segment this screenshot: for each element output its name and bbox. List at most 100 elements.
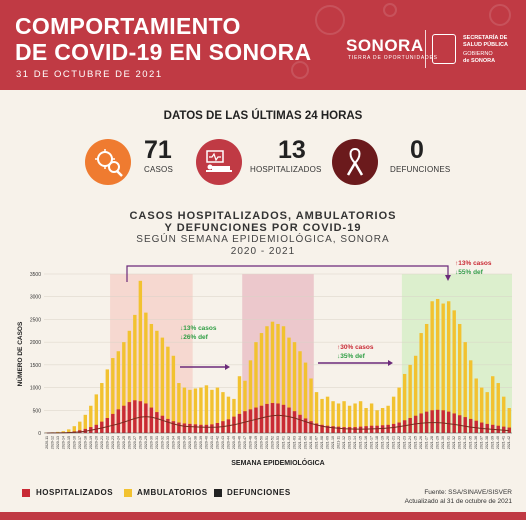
bar-hospitalizados <box>215 423 220 433</box>
y-tick-label: 2000 <box>30 340 41 346</box>
x-tick-label: 2020-29 <box>144 436 148 449</box>
bar-hospitalizados <box>325 425 330 433</box>
report-date: 31 DE OCTUBRE DE 2021 <box>16 69 163 80</box>
x-tick-label: 2020-20 <box>94 436 98 449</box>
annotation-1-line2: ↓26% def <box>180 334 209 341</box>
bar-ambulatorios <box>276 323 280 433</box>
bar-ambulatorios <box>287 337 291 433</box>
x-tick-label: 2021-24 <box>408 436 412 449</box>
bar-ambulatorios <box>138 280 143 433</box>
x-tick-label: 2021-33 <box>458 436 462 449</box>
bar-hospitalizados <box>375 425 379 433</box>
bar-ambulatorios <box>243 380 247 433</box>
bar-ambulatorios <box>298 351 302 433</box>
bar-ambulatorios <box>221 392 225 433</box>
bar-hospitalizados <box>204 424 209 433</box>
bar-hospitalizados <box>144 403 148 433</box>
x-tick-label: 2021-40 <box>496 436 500 449</box>
bar-ambulatorios <box>491 376 495 433</box>
x-tick-label: 2020-50 <box>260 436 264 449</box>
bar-ambulatorios <box>127 330 132 433</box>
bar-hospitalizados <box>166 418 170 433</box>
bar-ambulatorios <box>457 323 462 433</box>
bar-hospitalizados <box>474 420 478 433</box>
bar-ambulatorios <box>342 401 346 433</box>
sonora-logo: SONORA <box>346 36 424 55</box>
x-tick-label: 2021-34 <box>463 436 467 449</box>
bar-hospitalizados <box>160 415 165 433</box>
bar-hospitalizados <box>298 414 302 433</box>
x-tick-label: 2020-42 <box>215 436 219 449</box>
bar-ambulatorios <box>270 321 275 433</box>
bar-ambulatorios <box>177 383 181 433</box>
x-tick-label: 2021-42 <box>507 436 511 449</box>
bar-hospitalizados <box>358 426 363 433</box>
x-tick-label: 2021-20 <box>386 436 390 449</box>
bar-ambulatorios <box>232 398 236 433</box>
bar-hospitalizados <box>100 421 104 433</box>
annotation-2-line2: ↓35% def <box>337 353 366 360</box>
x-tick-label: 2021-10 <box>331 436 335 449</box>
bar-hospitalizados <box>402 420 407 433</box>
x-tick-label: 2020-15 <box>67 436 71 449</box>
bar-ambulatorios <box>67 429 71 433</box>
bar-hospitalizados <box>171 421 176 433</box>
bar-ambulatorios <box>452 310 456 433</box>
bar-ambulatorios <box>89 405 93 433</box>
x-tick-label: 2020-41 <box>210 436 214 449</box>
bar-hospitalizados <box>353 427 357 433</box>
x-tick-label: 2020-31 <box>155 436 159 449</box>
bar-ambulatorios <box>237 376 242 433</box>
bar-hospitalizados <box>149 407 154 433</box>
bar-ambulatorios <box>320 398 324 433</box>
bar-hospitalizados <box>265 403 269 433</box>
gov-line3: GOBIERNO <box>463 51 493 57</box>
x-tick-label: 2020-32 <box>160 436 164 449</box>
bar-ambulatorios <box>105 369 110 433</box>
annotation-2-line1: ↑30% casos <box>337 344 374 351</box>
bar-ambulatorios <box>83 414 88 433</box>
x-tick-label: 2021-39 <box>491 436 495 449</box>
x-tick-label: 2021-23 <box>403 436 407 449</box>
annotation-3-line2: ↓55% def <box>455 269 484 276</box>
bar-hospitalizados <box>468 418 473 433</box>
bar-ambulatorios <box>314 392 319 433</box>
x-tick-label: 2020-17 <box>78 436 82 449</box>
bar-ambulatorios <box>397 387 401 433</box>
annotation-1-line1: ↓13% casos <box>180 325 217 332</box>
bar-ambulatorios <box>160 337 165 433</box>
bar-ambulatorios <box>259 333 264 433</box>
deaths-label: DEFUNCIONES <box>390 165 451 174</box>
bar-ambulatorios <box>325 396 330 433</box>
x-tick-label: 2021-07 <box>315 436 319 449</box>
bar-ambulatorios <box>424 323 429 433</box>
x-tick-label: 2021-04 <box>298 436 302 449</box>
legend-hospitalizados: HOSPITALIZADOS <box>36 488 114 497</box>
bar-ambulatorios <box>358 401 363 433</box>
bar-hospitalizados <box>386 424 390 433</box>
footer-bar <box>0 512 526 520</box>
bar-ambulatorios <box>413 355 418 433</box>
bar-ambulatorios <box>171 355 176 433</box>
x-tick-label: 2020-53 <box>276 436 280 449</box>
bar-hospitalizados <box>457 415 462 433</box>
x-tick-label: 2020-34 <box>171 436 175 449</box>
bar-hospitalizados <box>182 423 187 433</box>
annotation-3-line1: ↑13% casos <box>455 260 492 267</box>
legend-swatch-ambulatorios <box>124 489 132 497</box>
bar-hospitalizados <box>452 413 456 433</box>
bar-hospitalizados <box>507 427 511 433</box>
x-tick-label: 2021-14 <box>353 436 357 449</box>
deaths-value: 0 <box>410 136 424 164</box>
x-tick-label: 2021-38 <box>485 436 489 449</box>
bar-ambulatorios <box>468 360 473 433</box>
x-tick-label: 2021-05 <box>304 436 308 449</box>
gov-line4: de SONORA <box>463 58 496 64</box>
x-tick-label: 2021-25 <box>414 436 418 449</box>
x-tick-label: 2021-22 <box>397 436 401 449</box>
arrow-wave1-head <box>225 364 230 370</box>
bar-ambulatorios <box>204 385 209 433</box>
chart-title-line2: Y DEFUNCIONES POR COVID-19 <box>164 222 362 234</box>
chart-subtitle-line1: SEGÚN SEMANA EPIDEMIOLÓGICA, SONORA <box>136 234 390 245</box>
bar-hospitalizados <box>127 402 132 433</box>
